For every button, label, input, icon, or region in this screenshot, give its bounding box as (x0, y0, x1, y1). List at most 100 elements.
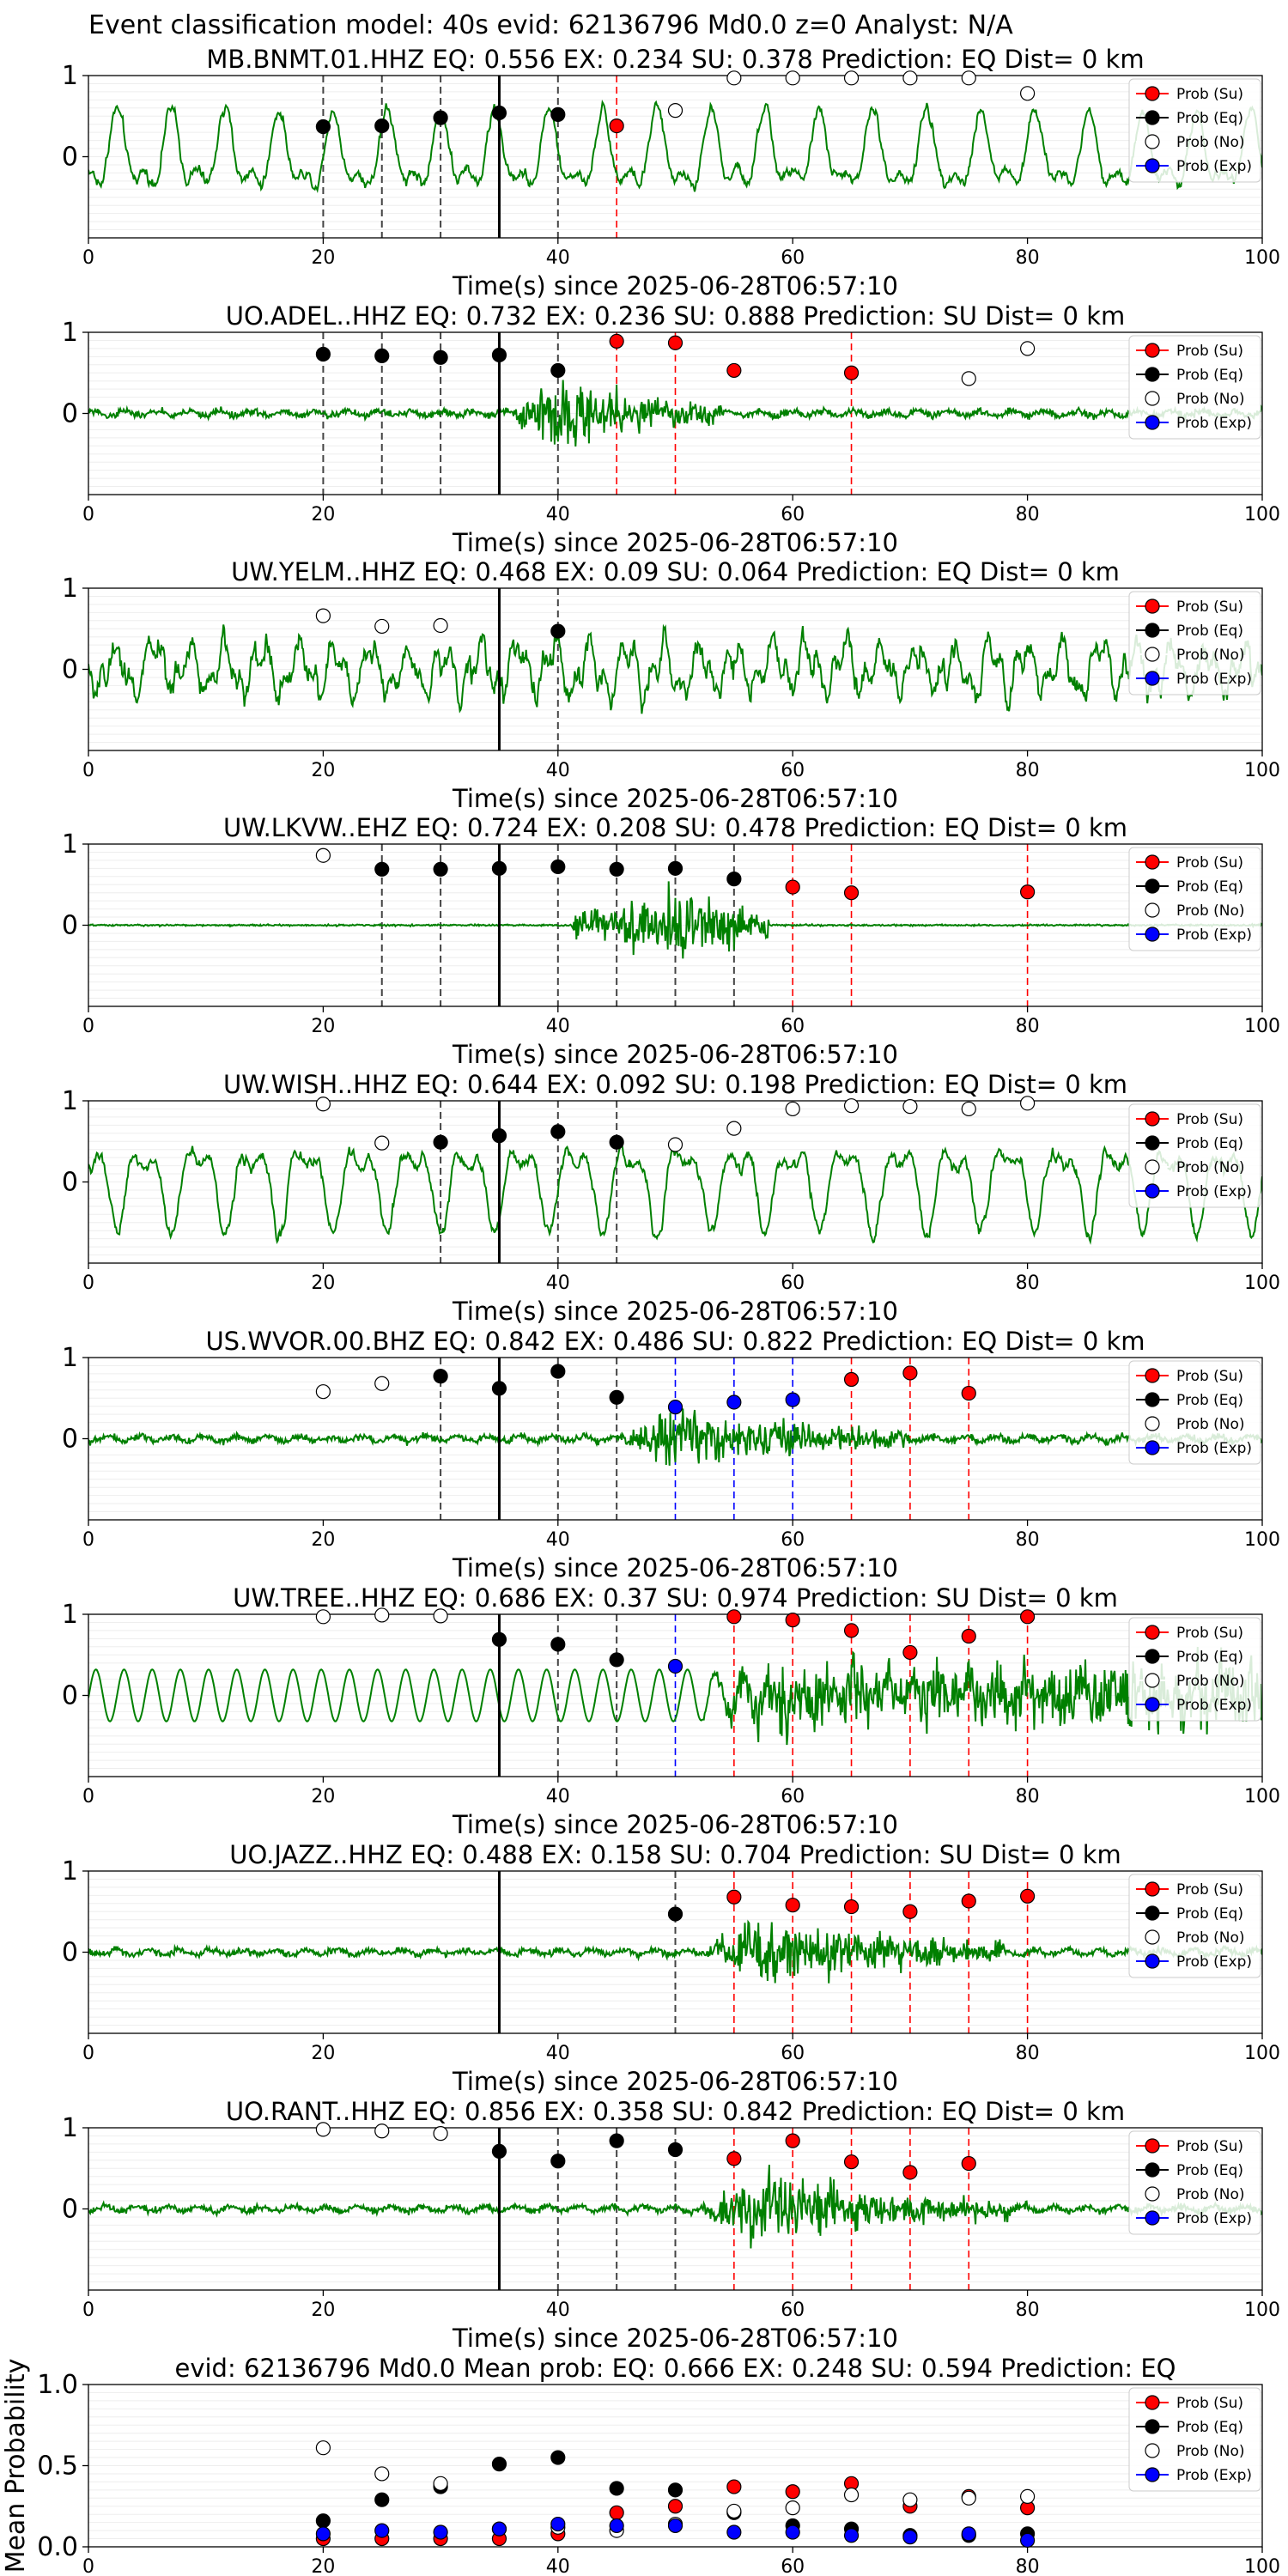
panel-5: 0 20 40 60 80 100 1 0 US.WVOR.00.BHZ EQ: 0.842 E… (62, 1327, 1280, 1583)
legend-marker (1145, 158, 1160, 173)
legend-marker (1145, 2162, 1160, 2178)
prob-point-eq (491, 347, 507, 363)
x-tick-label: 20 (311, 504, 335, 526)
panel-0: 0 20 40 60 80 100 1 0 MB.BNMT.01.HHZ EQ: 0.556 E… (62, 45, 1280, 301)
x-tick-label: 40 (546, 2300, 570, 2321)
legend-label: Prob (Eq) (1176, 1649, 1243, 1666)
prob-point-su (785, 879, 800, 895)
prob-point-su (785, 2484, 800, 2500)
legend-marker (1145, 671, 1160, 686)
prob-point-no (374, 618, 390, 635)
panel-title: UW.YELM..HHZ EQ: 0.468 EX: 0.09 SU: 0.06… (231, 557, 1120, 586)
prob-point-eq (491, 2143, 507, 2160)
prob-point-eq (550, 106, 566, 122)
legend-label: Prob (Su) (1176, 598, 1243, 616)
x-tick-label: 80 (1016, 1016, 1040, 1037)
prob-point-no (433, 2476, 448, 2491)
x-tick-label: 20 (311, 760, 335, 781)
x-tick-label: 80 (1016, 1273, 1040, 1294)
prob-point-su (1019, 1888, 1036, 1904)
prob-point-no (315, 608, 331, 623)
panel-title: US.WVOR.00.BHZ EQ: 0.842 EX: 0.486 SU: 0… (205, 1327, 1145, 1356)
x-axis-label: Time(s) since 2025-06-28T06:57:10 (452, 1553, 898, 1583)
legend-label: Prob (Eq) (1176, 367, 1243, 384)
prob-point-no (315, 2440, 331, 2456)
legend-marker (1145, 878, 1160, 894)
prob-point-no (315, 848, 331, 863)
prob-point-eq (609, 2481, 624, 2496)
legend: Prob (Su) Prob (Eq) Prob (No) Prob (Exp) (1128, 1103, 1261, 1208)
legend-label: Prob (Su) (1176, 854, 1243, 872)
prob-point-eq (550, 1364, 566, 1379)
prob-point-su (726, 1889, 742, 1905)
prob-point-exp (374, 2523, 390, 2538)
x-tick-label: 80 (1016, 1529, 1040, 1551)
x-tick-label: 100 (1244, 1786, 1280, 1807)
prob-point-su (961, 2155, 976, 2172)
x-tick-label: 100 (1244, 1529, 1280, 1551)
legend-marker (1145, 1953, 1160, 1969)
prob-point-no (433, 1608, 448, 1624)
prob-point-eq (374, 118, 390, 134)
legend-marker (1145, 647, 1160, 662)
legend: Prob (Su) Prob (Eq) Prob (No) Prob (Exp) (1128, 1360, 1261, 1465)
prob-point-eq (491, 1631, 507, 1647)
prob-point-exp (785, 1392, 800, 1407)
y-tick-label: 1 (62, 1343, 78, 1373)
x-tick-label: 100 (1244, 760, 1280, 781)
y-tick-label: 1 (62, 1856, 78, 1886)
legend-marker (1145, 134, 1160, 149)
legend-marker (1145, 2210, 1160, 2226)
prob-point-exp (667, 2518, 683, 2534)
panel-8: 0 20 40 60 80 100 1 0 UO.RANT..HHZ EQ: 0.856 EX:… (62, 2097, 1280, 2353)
prob-point-su (726, 1609, 742, 1625)
waveform-trace (88, 100, 1262, 193)
legend-box (1128, 1103, 1261, 1208)
prob-point-no (374, 2123, 390, 2139)
legend: Prob (Su) Prob (Eq) Prob (No) Prob (Exp) (1128, 2387, 1261, 2492)
x-tick-label: 100 (1244, 2043, 1280, 2064)
x-tick-label: 40 (546, 504, 570, 526)
prob-point-exp (550, 2516, 566, 2532)
x-tick-label: 80 (1016, 2043, 1040, 2064)
y-tick-label: 0 (62, 1681, 78, 1711)
x-tick-label: 80 (1016, 504, 1040, 526)
legend-label: Prob (Eq) (1176, 1392, 1243, 1409)
prob-point-eq (433, 110, 448, 125)
x-tick-label: 0 (82, 2043, 94, 2064)
legend: Prob (Su) Prob (Eq) Prob (No) Prob (Exp) (1128, 1874, 1261, 1978)
legend: Prob (Su) Prob (Eq) Prob (No) Prob (Exp) (1128, 2130, 1261, 2235)
x-tick-label: 40 (546, 2556, 570, 2576)
plot-area (88, 1614, 1262, 1777)
prob-point-eq (315, 346, 331, 362)
legend-box (1128, 2387, 1261, 2492)
x-tick-label: 20 (311, 2300, 335, 2321)
x-tick-label: 20 (311, 1273, 335, 1294)
panel-title: MB.BNMT.01.HHZ EQ: 0.556 EX: 0.234 SU: 0… (206, 45, 1144, 74)
x-tick-label: 0 (82, 504, 94, 526)
prob-point-eq (609, 1389, 624, 1405)
legend-label: Prob (Su) (1176, 86, 1243, 103)
x-axis-label: Time(s) since 2025-06-28T06:57:10 (452, 2324, 898, 2353)
x-axis-label: Time(s) since 2025-06-28T06:57:10 (452, 784, 898, 813)
legend: Prob (Su) Prob (Eq) Prob (No) Prob (Exp) (1128, 591, 1261, 696)
legend-label: Prob (No) (1176, 134, 1245, 151)
x-tick-label: 20 (311, 2556, 335, 2576)
prob-point-eq (491, 1381, 507, 1396)
y-tick-label: 1.0 (37, 2370, 78, 2400)
x-tick-label: 100 (1244, 2556, 1280, 2576)
prob-point-eq (550, 2450, 566, 2465)
x-tick-label: 80 (1016, 760, 1040, 781)
legend-marker (1145, 2186, 1160, 2202)
panel-6: 0 20 40 60 80 100 1 0 UW.TREE..HHZ EQ: 0.686 EX:… (62, 1583, 1280, 1839)
legend-label: Prob (Su) (1176, 1881, 1243, 1899)
waveform-trace (88, 1142, 1262, 1245)
legend-marker (1145, 367, 1160, 382)
panel-title: UO.RANT..HHZ EQ: 0.856 EX: 0.358 SU: 0.8… (226, 2097, 1125, 2126)
plot-area (88, 1101, 1262, 1263)
legend-box (1128, 847, 1261, 951)
x-tick-label: 0 (82, 1786, 94, 1807)
prob-point-no (785, 2500, 800, 2516)
panel-title: UO.ADEL..HHZ EQ: 0.732 EX: 0.236 SU: 0.8… (226, 301, 1126, 331)
